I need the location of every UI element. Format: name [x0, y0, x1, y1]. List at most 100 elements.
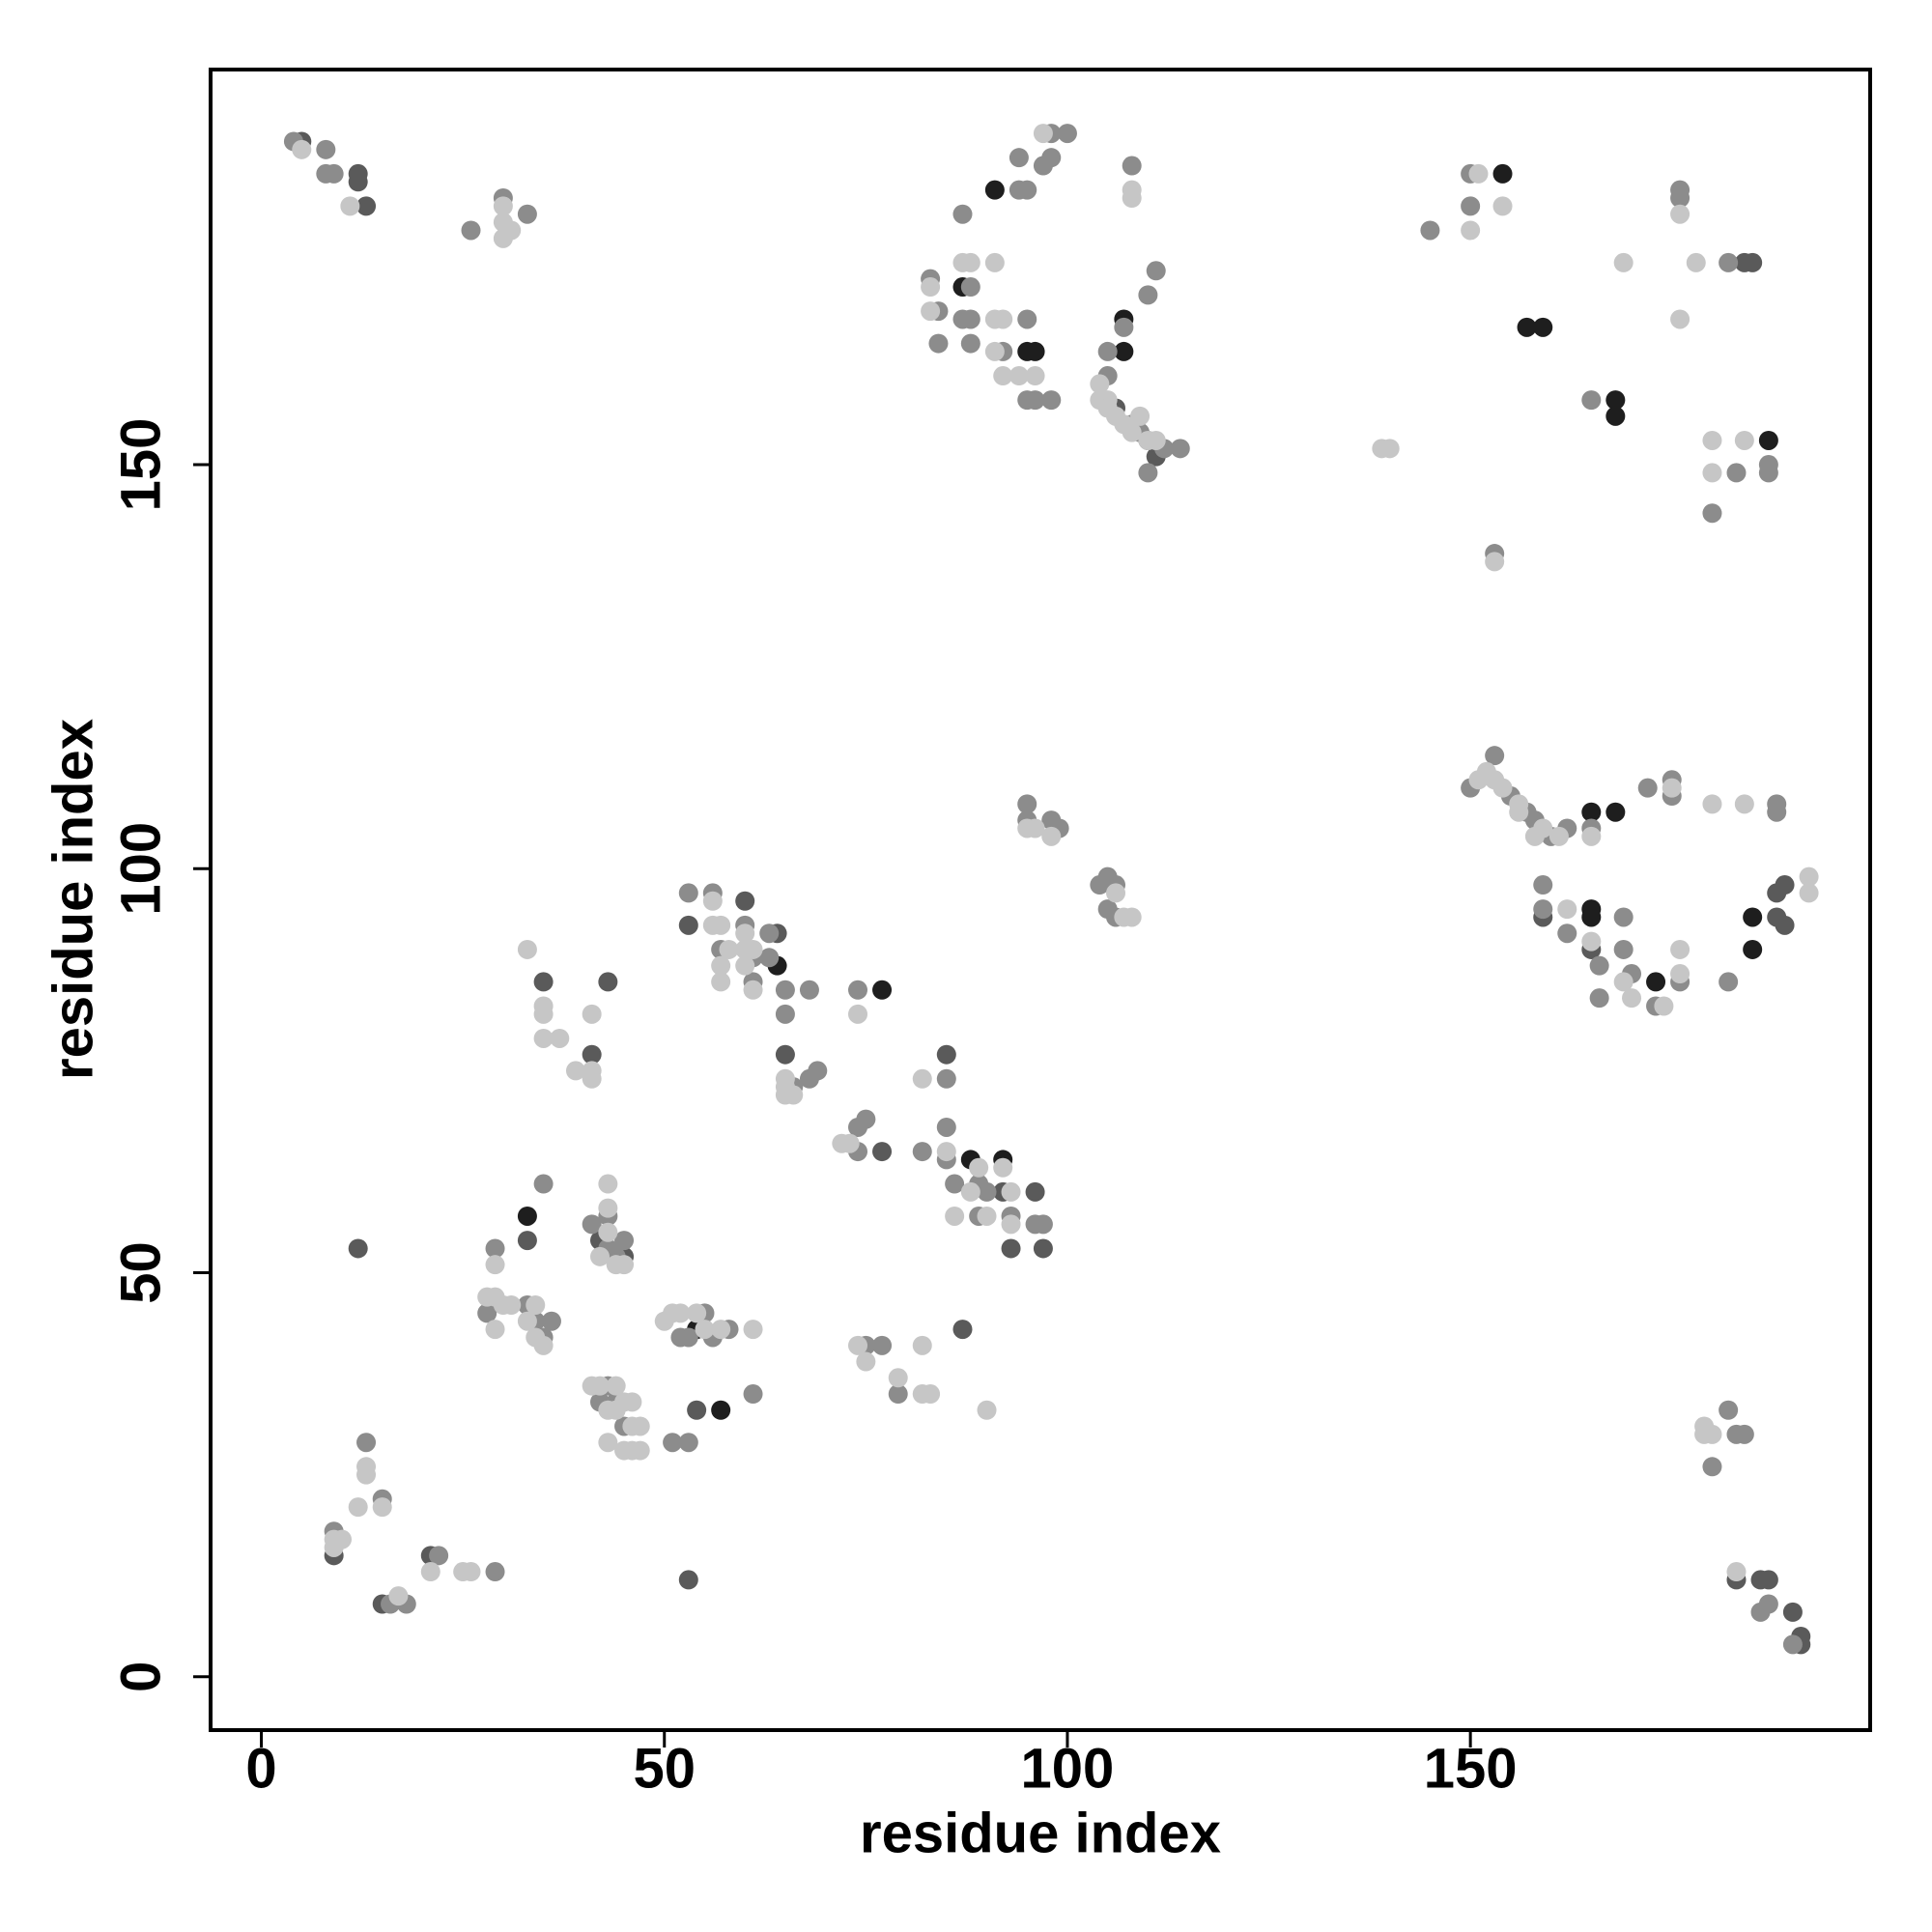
point	[517, 1206, 537, 1226]
point	[1090, 875, 1110, 895]
point	[533, 1004, 554, 1024]
point	[1025, 818, 1045, 838]
point	[1090, 374, 1110, 394]
point	[493, 196, 513, 216]
point	[711, 1320, 731, 1340]
point	[945, 1174, 965, 1194]
point	[687, 1303, 707, 1323]
point	[582, 1044, 602, 1065]
point	[1122, 907, 1142, 927]
point	[550, 1028, 570, 1048]
point	[1461, 196, 1481, 216]
point	[1025, 341, 1045, 361]
point	[598, 1222, 618, 1242]
point	[1581, 802, 1602, 822]
point	[606, 1400, 626, 1420]
point	[1025, 390, 1045, 411]
point	[1057, 124, 1077, 144]
point	[856, 1109, 876, 1129]
point	[1509, 802, 1529, 822]
point	[977, 1206, 997, 1226]
point	[1743, 907, 1763, 927]
x-axis-title: residue index	[860, 1802, 1221, 1864]
y-tick-label: 100	[109, 822, 172, 916]
point	[1670, 964, 1690, 984]
point	[598, 1198, 618, 1218]
point	[1138, 463, 1158, 483]
point	[1581, 907, 1602, 927]
point	[743, 1320, 763, 1340]
point	[1605, 390, 1626, 411]
y-axis-title: residue index	[42, 719, 104, 1080]
point	[1533, 875, 1553, 895]
plot-frame	[209, 68, 1872, 1732]
point	[1581, 931, 1602, 952]
point	[1548, 826, 1569, 846]
point	[921, 301, 941, 322]
point	[1775, 875, 1795, 895]
point	[1581, 826, 1602, 846]
point	[517, 939, 537, 959]
point	[485, 1562, 505, 1582]
point	[952, 1320, 973, 1340]
point	[1622, 988, 1642, 1009]
point	[1702, 794, 1722, 814]
point	[461, 220, 481, 241]
point	[340, 196, 360, 216]
point	[630, 1416, 650, 1436]
point	[533, 1174, 554, 1194]
point	[1533, 317, 1553, 337]
point	[743, 980, 763, 1000]
point	[678, 1570, 698, 1590]
point	[582, 1004, 602, 1024]
point	[1702, 1457, 1722, 1477]
point	[1492, 778, 1513, 798]
point	[1758, 455, 1778, 475]
point	[1420, 220, 1440, 241]
point	[1702, 430, 1722, 450]
point	[1726, 1562, 1747, 1582]
point	[921, 277, 941, 298]
point	[1767, 802, 1787, 822]
point	[1782, 1602, 1803, 1622]
point	[1654, 996, 1674, 1016]
point	[1581, 390, 1602, 411]
point	[912, 1335, 932, 1355]
point	[1719, 1400, 1739, 1420]
point	[678, 883, 698, 903]
point	[1605, 802, 1626, 822]
point	[356, 1464, 377, 1485]
point	[1670, 204, 1690, 224]
point	[1138, 285, 1158, 305]
x-tick-label: 50	[634, 1737, 696, 1800]
point	[517, 1311, 537, 1331]
point	[1122, 156, 1142, 176]
point	[1517, 317, 1537, 337]
point	[1492, 163, 1513, 184]
point	[1106, 883, 1126, 903]
point	[839, 1133, 860, 1153]
point	[678, 1433, 698, 1453]
point	[936, 1044, 956, 1065]
point	[1702, 463, 1722, 483]
point	[1009, 366, 1029, 386]
point	[1025, 366, 1045, 386]
point	[695, 1320, 715, 1340]
point	[711, 915, 731, 935]
point	[1613, 939, 1634, 959]
point	[1557, 923, 1577, 944]
point	[598, 972, 618, 992]
point	[1485, 552, 1505, 572]
point	[582, 1214, 602, 1235]
point	[1114, 317, 1134, 337]
point	[743, 1384, 763, 1405]
point	[735, 955, 755, 976]
point	[501, 1295, 522, 1316]
point	[1686, 252, 1706, 272]
y-tick-label: 150	[109, 418, 172, 512]
point	[501, 220, 522, 241]
point	[356, 1433, 377, 1453]
point	[590, 1376, 611, 1396]
point	[977, 1181, 997, 1202]
